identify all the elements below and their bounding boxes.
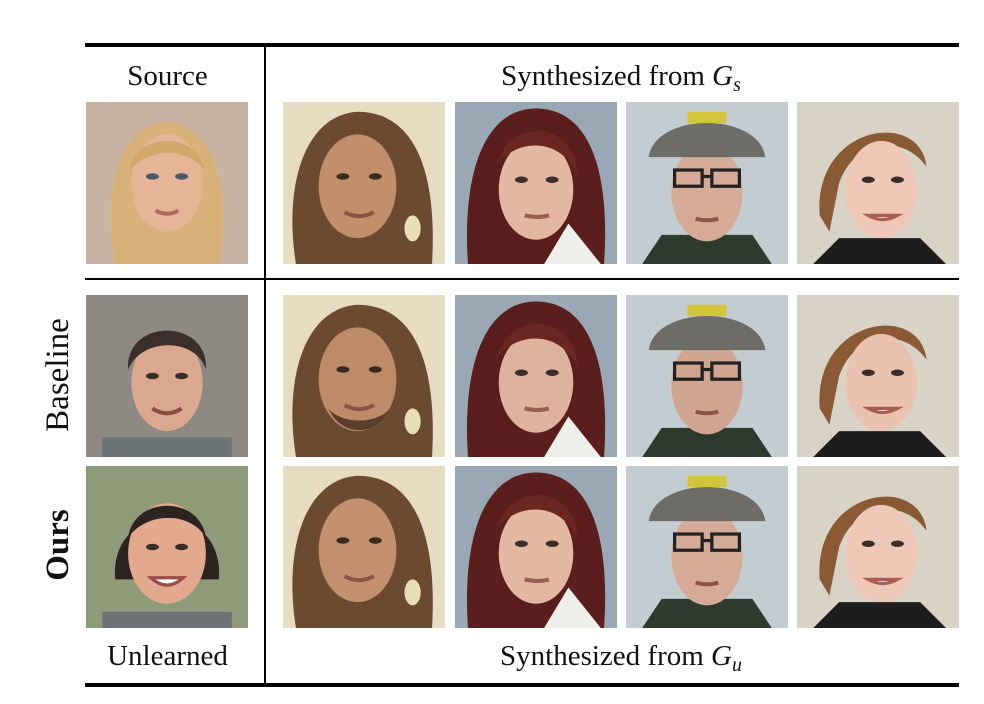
- source-face-image: [86, 102, 248, 264]
- vertical-rule: [264, 45, 266, 685]
- baseline-gu-face-3-image: [626, 295, 788, 457]
- gs-face-2-image: [455, 102, 617, 264]
- gs-face-1-image: [283, 102, 445, 264]
- top-rule: [85, 43, 959, 47]
- baseline-gu-face-4-image: [797, 295, 959, 457]
- unlearned-label: Unlearned: [107, 640, 228, 672]
- ours-gu-face-4-image: [797, 466, 959, 628]
- ours-unlearned-face-image: [86, 466, 248, 628]
- ours-gu-face-3-image: [626, 466, 788, 628]
- source-label: Source: [127, 60, 208, 92]
- middle-rule: [85, 278, 959, 280]
- gs-face-4-image: [797, 102, 959, 264]
- synthesized-gu-label: Synthesized from Gu: [500, 640, 742, 676]
- baseline-unlearned-face-image: [86, 295, 248, 457]
- baseline-gu-face-2-image: [455, 295, 617, 457]
- ours-row-label: Ours: [40, 509, 76, 581]
- baseline-row-label: Baseline: [40, 318, 76, 432]
- baseline-gu-face-1-image: [283, 295, 445, 457]
- gs-face-3-image: [626, 102, 788, 264]
- ours-gu-face-2-image: [455, 466, 617, 628]
- bottom-rule: [85, 683, 959, 687]
- synthesized-gs-label: Synthesized from Gs: [501, 60, 741, 96]
- ours-gu-face-1-image: [283, 466, 445, 628]
